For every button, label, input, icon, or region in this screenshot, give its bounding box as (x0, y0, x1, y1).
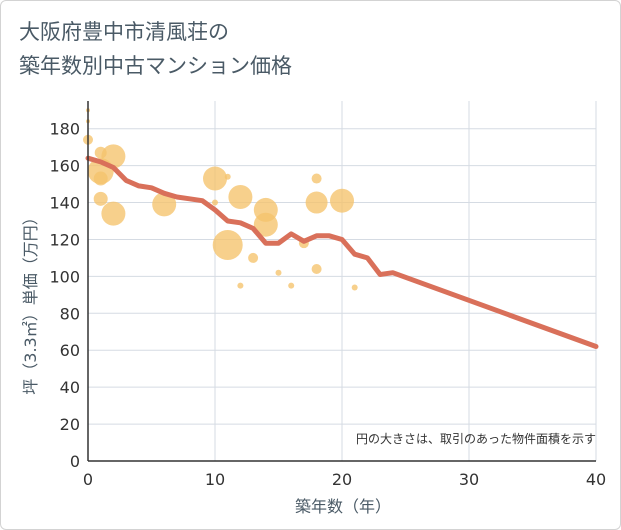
bubble-point (228, 185, 253, 209)
bubble-point (224, 173, 231, 180)
y-tick-label: 60 (60, 341, 80, 360)
bubble-point (93, 191, 108, 206)
x-tick-label: 40 (586, 470, 606, 489)
bubble-point (275, 269, 282, 276)
bubble-point (212, 199, 218, 206)
axes (87, 101, 596, 462)
chart-title-line-2: 築年数別中古マンション価格 (19, 54, 292, 78)
bubble-point (212, 230, 243, 260)
bubble-point (330, 188, 354, 213)
y-tick-label: 20 (60, 415, 80, 434)
chart-title-line-1: 大阪府豊中市清風荘の (19, 20, 229, 44)
size-note: 円の大きさは、取引のあった物件面積を示す (356, 431, 596, 446)
bubble-point (311, 264, 322, 274)
y-axis-label: 坪（3.3㎡）単価（万円） (21, 209, 40, 394)
grid-lines (88, 101, 597, 461)
x-axis-label: 築年数（年） (295, 497, 391, 516)
bubble-point (311, 173, 322, 184)
x-tick-label: 0 (83, 470, 93, 489)
y-tick-label: 140 (49, 194, 80, 213)
bubble-point (253, 212, 278, 237)
y-tick-label: 80 (60, 304, 80, 323)
bubble-point (248, 252, 259, 263)
bubble-point (305, 191, 328, 214)
trend-line (85, 155, 599, 349)
bubble-point (93, 171, 108, 186)
bubble-layer (83, 108, 358, 291)
bubble-point (101, 201, 126, 226)
chart-title: 大阪府豊中市清風荘の 築年数別中古マンション価格 (19, 15, 292, 83)
y-tick-label: 40 (60, 378, 80, 397)
y-tick-label: 180 (49, 120, 80, 139)
bubble-point (203, 166, 227, 191)
y-tick-label: 0 (70, 452, 80, 471)
x-tick-label: 10 (205, 470, 225, 489)
y-tick-label: 120 (49, 230, 80, 249)
bubble-point (152, 192, 177, 217)
y-tick-label: 100 (49, 267, 80, 286)
y-tick-label: 160 (49, 157, 80, 176)
trend-layer (85, 155, 599, 349)
tick-labels: 0 20 40 60 80 100 120 140 160 180 0 10 20 30 40 (49, 120, 606, 489)
x-tick-label: 20 (332, 470, 352, 489)
bubble-point (237, 282, 244, 289)
bubble-point (288, 282, 295, 289)
x-tick-label: 30 (459, 470, 479, 489)
bubble-point (351, 284, 358, 291)
